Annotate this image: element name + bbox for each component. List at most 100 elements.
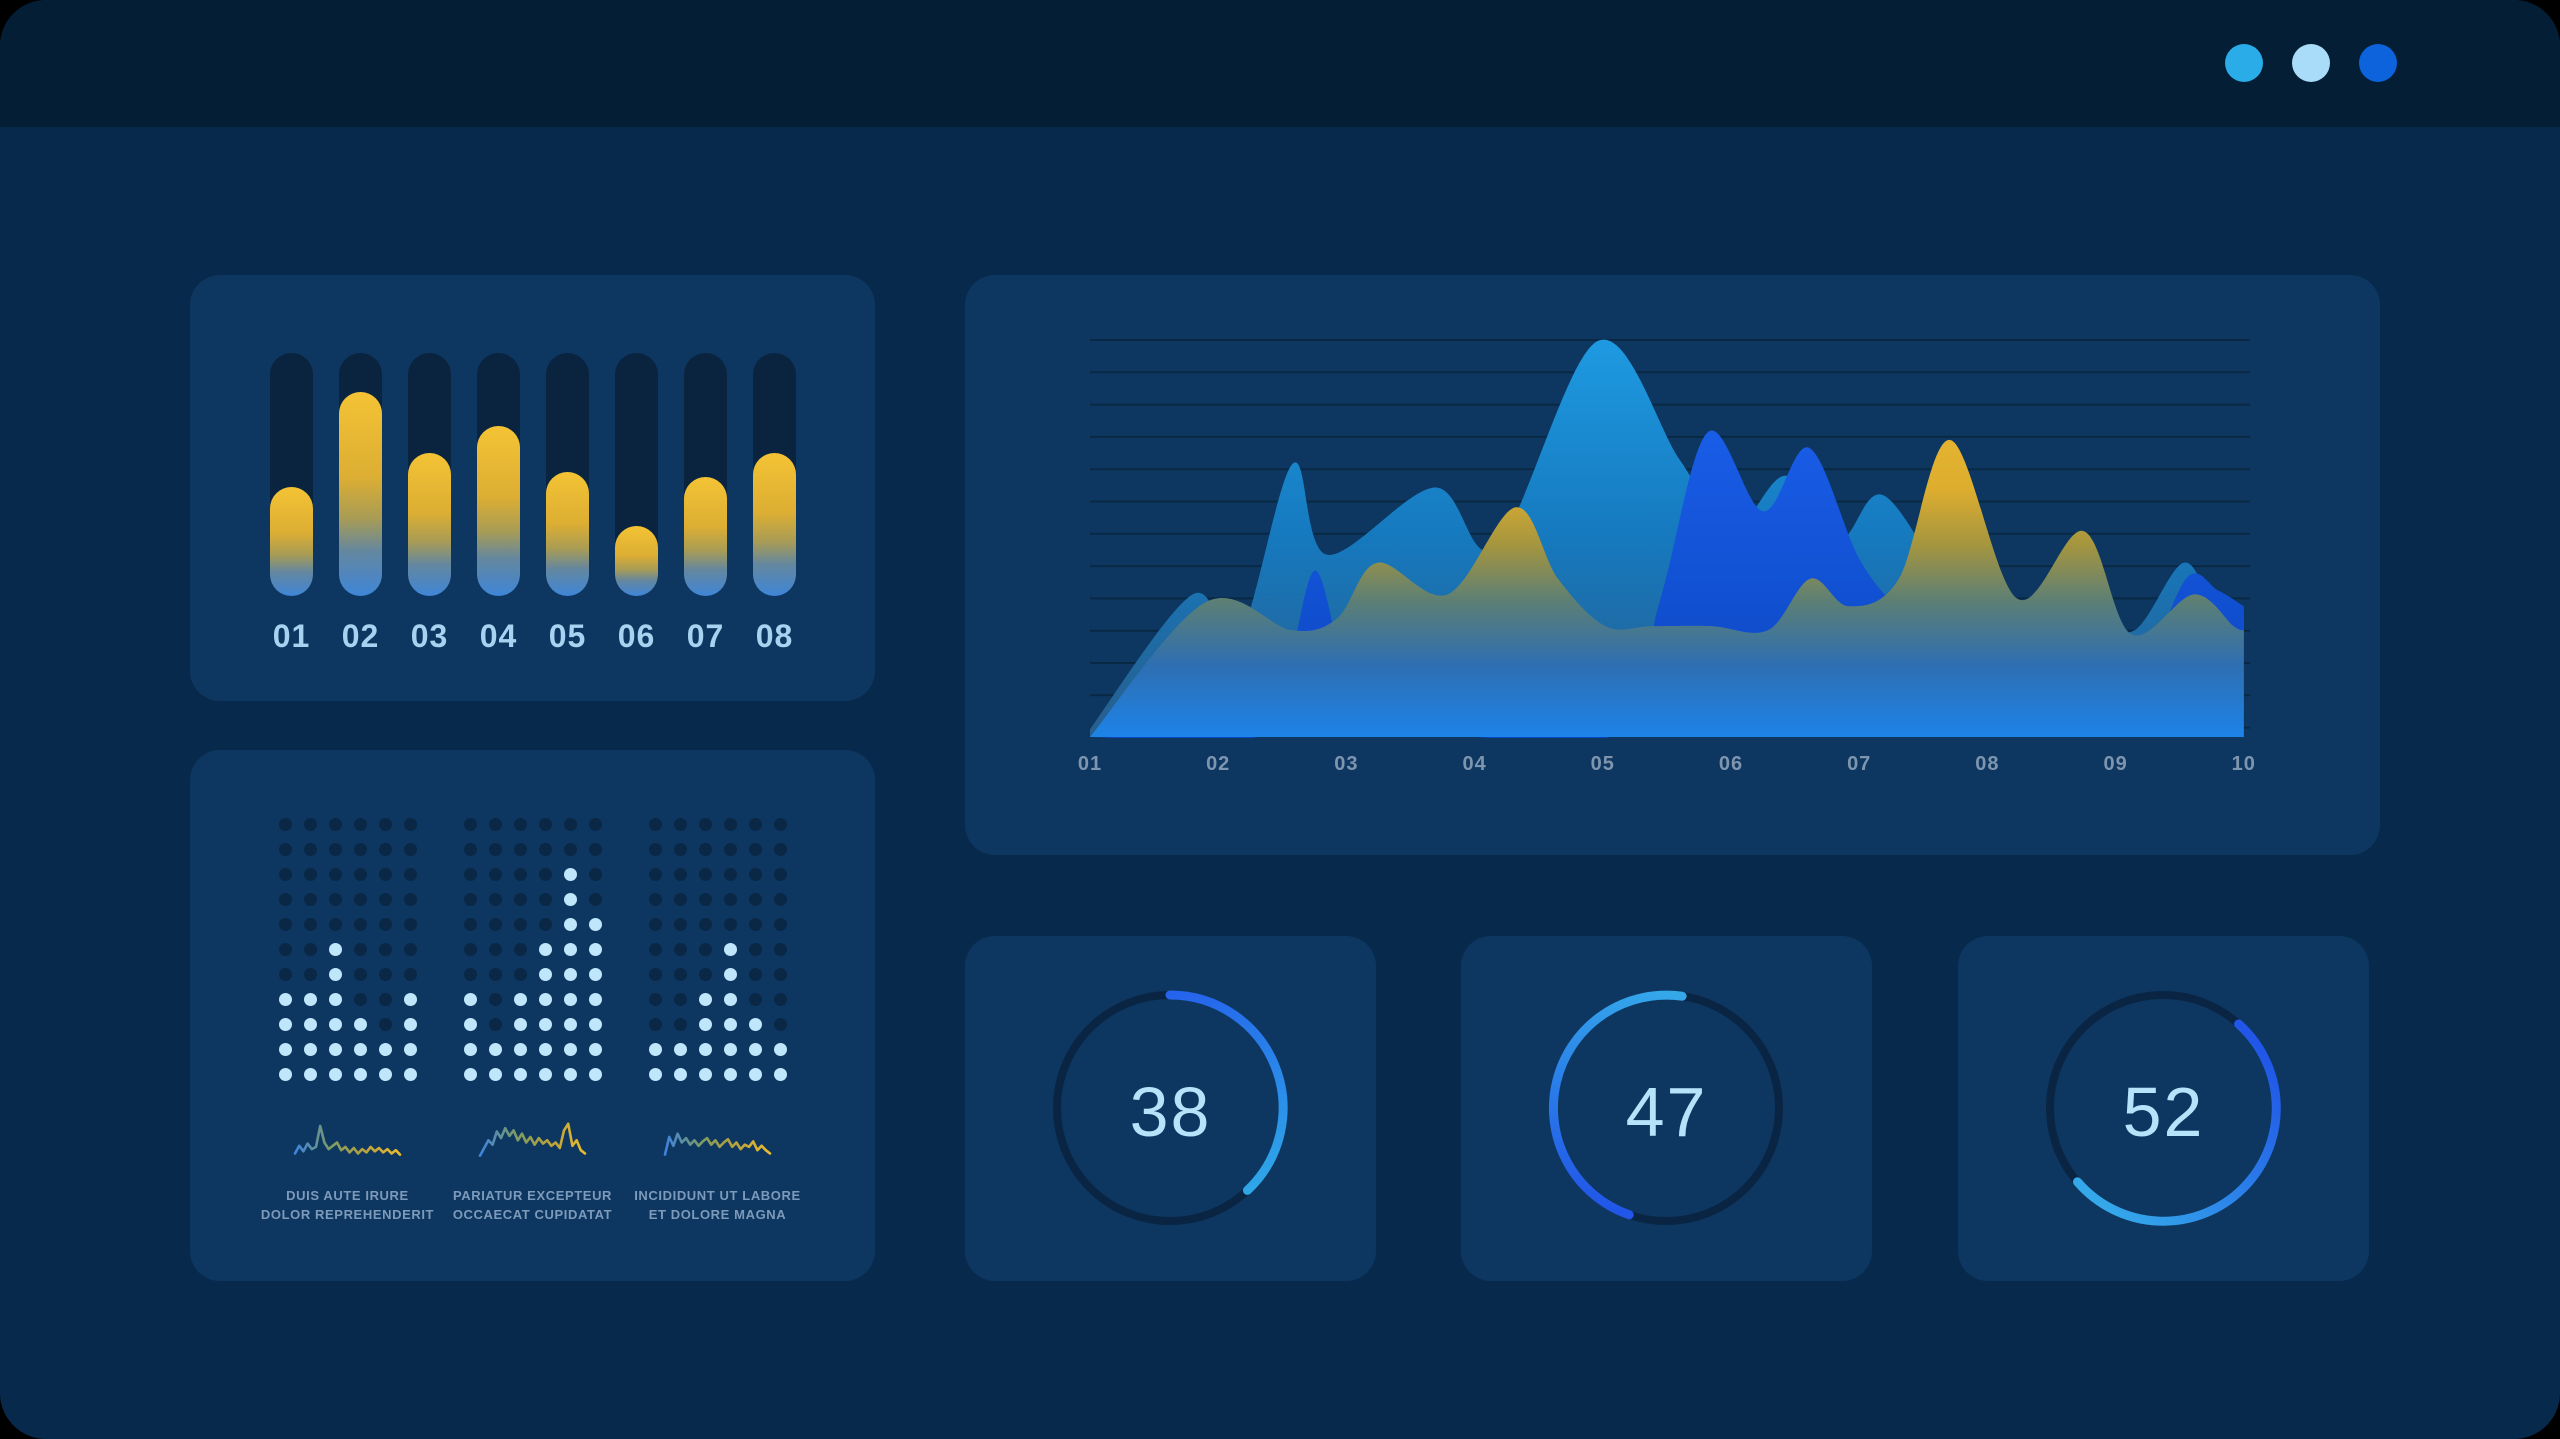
dot-cell xyxy=(303,918,317,931)
dot-cell xyxy=(563,843,577,856)
dot-cell xyxy=(563,918,577,931)
dot-cell xyxy=(463,1068,477,1081)
dot-cell xyxy=(648,993,662,1006)
dot-cell xyxy=(748,893,762,906)
sparkline-path xyxy=(478,1122,586,1157)
bar-fill xyxy=(339,392,382,596)
dot-cell xyxy=(378,818,392,831)
x-axis-label: 06 xyxy=(1718,753,1744,775)
dot-cell xyxy=(378,943,392,956)
dot-cell xyxy=(563,943,577,956)
dot-cell xyxy=(278,818,292,831)
dot-cell xyxy=(538,1068,552,1081)
dot-cell xyxy=(353,1043,367,1056)
dot-cell xyxy=(378,868,392,881)
dot-cell xyxy=(563,1018,577,1031)
dot-cell xyxy=(403,1018,417,1031)
dot-cell xyxy=(723,968,737,981)
area-series-royal xyxy=(1090,430,2244,738)
area-chart-x-axis: 01 02 03 04 05 06 07 08 09 10 xyxy=(1078,753,2255,783)
dot-cell xyxy=(673,1068,687,1081)
dot-cell xyxy=(403,943,417,956)
dot-cell xyxy=(538,918,552,931)
bar-track xyxy=(339,353,382,596)
caption-line: PARIATUR EXCEPTEUR xyxy=(452,1188,613,1203)
sparkline-wrap xyxy=(478,1117,588,1163)
dot-cell xyxy=(588,1018,602,1031)
gauge-ring xyxy=(1053,990,1288,1225)
dot-cell xyxy=(303,843,317,856)
dot-cell xyxy=(328,968,342,981)
dot-cell xyxy=(563,818,577,831)
dot-cell xyxy=(463,1018,477,1031)
dot-cell xyxy=(698,1018,712,1031)
dot-cell xyxy=(773,943,787,956)
dot-cell xyxy=(748,1043,762,1056)
dot-cell xyxy=(773,868,787,881)
dot-cell xyxy=(698,968,712,981)
dot-cell xyxy=(673,868,687,881)
dot-cell xyxy=(278,1018,292,1031)
dot-cell xyxy=(748,818,762,831)
dot-cell xyxy=(488,843,502,856)
bar-chart xyxy=(270,353,796,596)
bar-track xyxy=(477,353,520,596)
gauge-ring xyxy=(1548,990,1783,1225)
dot-cell xyxy=(538,818,552,831)
dot-cell xyxy=(488,1043,502,1056)
dot-cell xyxy=(403,1068,417,1081)
dot-grid xyxy=(463,818,602,1081)
dot-cell xyxy=(488,868,502,881)
dot-cell xyxy=(588,943,602,956)
dot-cell xyxy=(488,818,502,831)
sparkline-path xyxy=(293,1124,401,1156)
dot-cell xyxy=(698,943,712,956)
dot-cell xyxy=(588,893,602,906)
dot-cell xyxy=(278,1043,292,1056)
gauge-arc xyxy=(2073,1019,2281,1226)
dot-cell xyxy=(303,868,317,881)
x-axis-label: 02 xyxy=(1206,753,1231,775)
dot-cell xyxy=(723,918,737,931)
caption-line: INCIDIDUNT UT LABORE xyxy=(634,1188,801,1203)
bar-label: 01 xyxy=(272,618,311,654)
dot-cell xyxy=(648,893,662,906)
dot-cell xyxy=(278,993,292,1006)
dot-cell xyxy=(723,1068,737,1081)
sparkline-wrap xyxy=(663,1117,773,1163)
gauge-arc xyxy=(1548,990,1687,1220)
bar-fill xyxy=(684,477,727,596)
dot-grid xyxy=(648,818,787,1081)
window-control-cyan-button[interactable] xyxy=(2225,44,2263,82)
dot-cell xyxy=(648,943,662,956)
dot-cell xyxy=(353,818,367,831)
bar-track xyxy=(408,353,451,596)
dot-cell xyxy=(303,818,317,831)
caption-line: ET DOLORE MAGNA xyxy=(648,1206,787,1222)
dot-cell xyxy=(563,1068,577,1081)
dot-cell xyxy=(353,893,367,906)
bar-label: 08 xyxy=(755,618,794,654)
gauge-card-2: 47 xyxy=(1461,936,1872,1281)
dot-cell xyxy=(513,918,527,931)
window-control-royal-button[interactable] xyxy=(2359,44,2397,82)
dot-cell xyxy=(773,993,787,1006)
dot-cell xyxy=(648,868,662,881)
sparkline-wrap xyxy=(293,1117,403,1163)
dot-cell xyxy=(463,918,477,931)
dot-cell xyxy=(488,918,502,931)
window-control-light-button[interactable] xyxy=(2292,44,2330,82)
dot-cell xyxy=(328,993,342,1006)
dot-cell xyxy=(673,1018,687,1031)
dot-cell xyxy=(698,993,712,1006)
bar-label: 05 xyxy=(548,618,587,654)
dot-cell xyxy=(773,843,787,856)
dot-cell xyxy=(463,943,477,956)
dot-cell xyxy=(773,918,787,931)
dot-cell xyxy=(773,893,787,906)
dot-cell xyxy=(328,918,342,931)
dot-cell xyxy=(588,918,602,931)
dot-cell xyxy=(353,993,367,1006)
bar-track xyxy=(546,353,589,596)
dot-cell xyxy=(278,843,292,856)
